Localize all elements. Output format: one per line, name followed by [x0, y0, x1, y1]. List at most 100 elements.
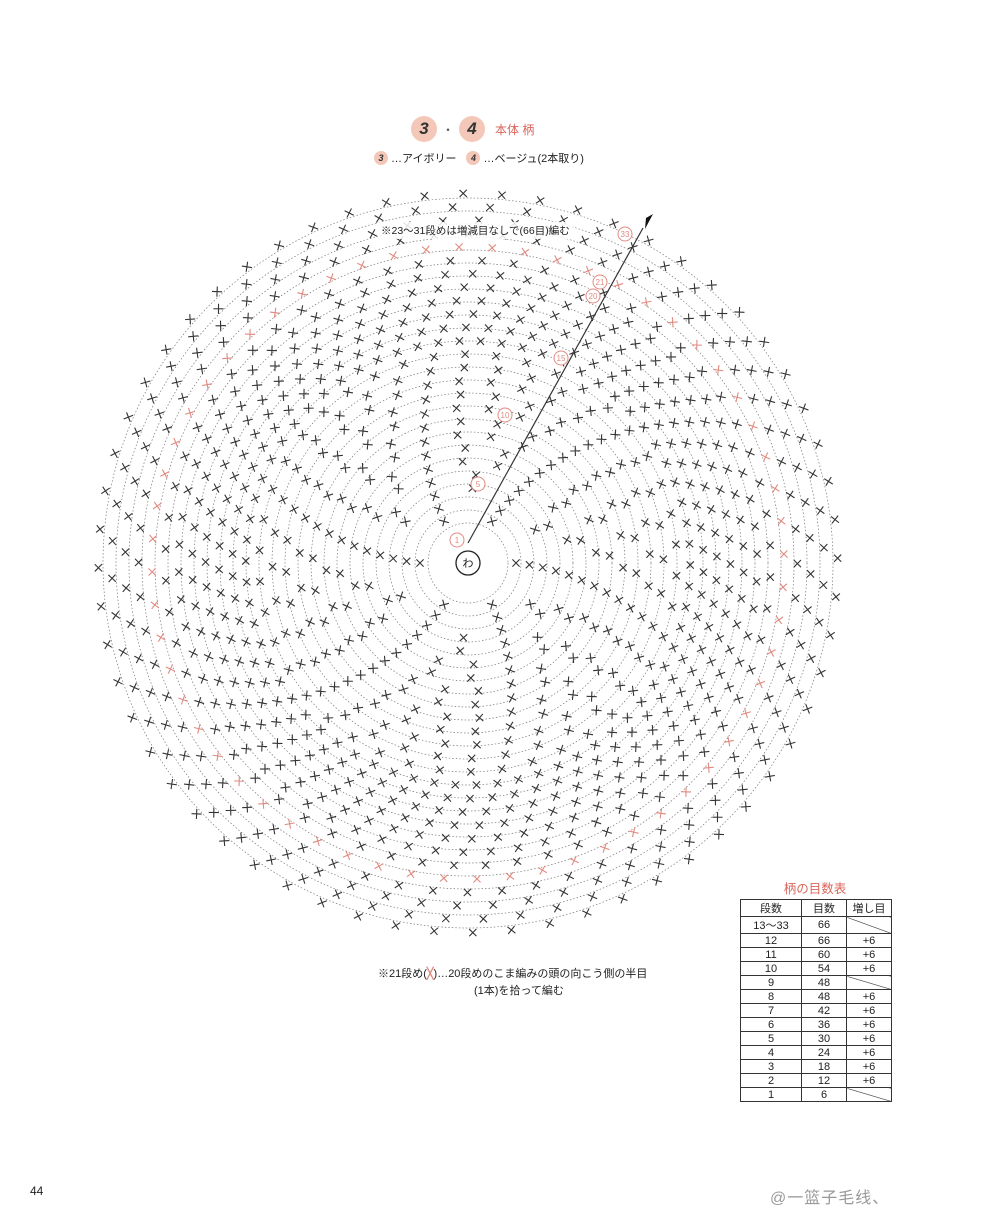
stitch-mark	[404, 841, 414, 851]
stitch-mark	[658, 631, 669, 642]
stitch-mark	[442, 712, 452, 722]
stitch-mark	[684, 416, 695, 428]
stitch-mark	[552, 776, 563, 786]
stitch-mark	[393, 483, 404, 494]
row-increase: +6	[846, 1031, 892, 1046]
stitch-mark	[602, 625, 613, 636]
stitch-mark	[337, 535, 347, 545]
stitch-mark	[780, 428, 791, 439]
stitch-mark	[439, 873, 449, 883]
stitch-mark	[714, 633, 725, 643]
stitch-mark	[628, 827, 639, 838]
stitch-mark	[659, 555, 668, 564]
stitch-mark	[667, 674, 679, 685]
stitch-mark	[160, 469, 170, 479]
stitch-mark	[456, 417, 465, 426]
stitch-mark	[678, 654, 689, 665]
stitch-mark	[506, 326, 516, 336]
stitch-mark	[211, 483, 222, 493]
stitch-mark	[346, 880, 357, 891]
stitch-mark	[330, 784, 341, 795]
stitch-mark	[493, 778, 502, 788]
stitch-mark	[126, 619, 136, 629]
stitch-mark	[216, 588, 226, 598]
stitch-mark	[725, 644, 735, 655]
stitch-mark	[668, 720, 679, 732]
stitch-mark	[526, 303, 536, 313]
stitch-mark	[655, 808, 667, 819]
stitch-mark	[666, 509, 676, 519]
stitch-mark	[633, 756, 645, 768]
stitch-mark	[749, 604, 758, 614]
legend-number-3: 3	[374, 151, 388, 165]
stitch-mark	[141, 626, 151, 636]
stitch-mark	[385, 438, 396, 450]
stitch-mark	[544, 821, 555, 832]
stitch-mark	[574, 291, 585, 302]
chain-ring	[245, 340, 691, 786]
stitch-mark	[326, 273, 337, 284]
chain-ring	[102, 197, 834, 929]
stitch-mark	[193, 723, 204, 734]
chain-ring	[297, 392, 639, 734]
stitch-mark	[505, 665, 515, 675]
stitch-mark	[443, 793, 452, 802]
stitch-mark	[355, 318, 365, 329]
stitch-mark	[275, 760, 286, 771]
stitch-mark	[597, 257, 608, 268]
stitch-mark	[636, 772, 647, 783]
stitch-mark	[750, 522, 760, 531]
stitch-mark	[251, 380, 263, 391]
stitch-mark	[127, 712, 138, 723]
stitch-table-title: 柄の目数表	[783, 882, 847, 896]
row-stitches: 66	[801, 933, 847, 948]
stitch-mark	[228, 572, 237, 581]
stitch-mark	[336, 493, 347, 504]
stitch-mark	[563, 676, 574, 687]
stitch-mark	[238, 449, 249, 460]
row-rounds: 12	[740, 933, 802, 948]
stitch-mark	[543, 520, 553, 531]
stitch-mark	[407, 288, 417, 298]
stitch-mark	[342, 676, 353, 687]
stitch-mark	[339, 424, 350, 435]
row-increase: +6	[846, 1017, 892, 1032]
stitch-mark	[547, 806, 558, 817]
stitch-mark	[747, 723, 759, 734]
row-rounds: 10	[740, 961, 802, 976]
stitch-mark	[181, 668, 191, 678]
row-stitches: 6	[801, 1087, 847, 1102]
stitch-mark	[134, 653, 144, 664]
stitch-mark	[219, 459, 230, 470]
header-rounds: 段数	[740, 899, 802, 917]
stitch-mark	[572, 766, 583, 777]
row-rounds: 3	[740, 1059, 802, 1074]
stitch-mark	[191, 459, 202, 469]
stitch-mark	[398, 359, 409, 370]
stitch-mark	[383, 595, 393, 606]
stitch-mark	[762, 509, 772, 519]
stitch-mark	[297, 842, 308, 854]
stitch-mark	[535, 195, 545, 206]
stitch-mark	[486, 378, 496, 387]
stitch-mark	[466, 673, 475, 683]
stitch-mark	[192, 422, 203, 433]
stitch-mark	[695, 729, 706, 740]
stitch-mark	[676, 256, 687, 267]
table-row: 4 24 +6	[740, 1045, 892, 1060]
stitch-mark	[615, 787, 626, 799]
stitch-mark	[506, 679, 517, 689]
stitch-mark	[177, 392, 189, 403]
stitch-mark	[570, 445, 581, 457]
round-label-badge	[553, 350, 569, 366]
stitch-mark	[244, 677, 255, 688]
stitch-mark	[225, 699, 237, 710]
stitch-mark	[505, 804, 515, 813]
stitch-mark	[171, 377, 182, 388]
stitch-mark	[712, 440, 723, 450]
stitch-mark	[732, 619, 742, 630]
stitch-mark	[162, 423, 173, 434]
stitch-mark	[785, 674, 796, 685]
stitch-mark	[188, 331, 199, 342]
